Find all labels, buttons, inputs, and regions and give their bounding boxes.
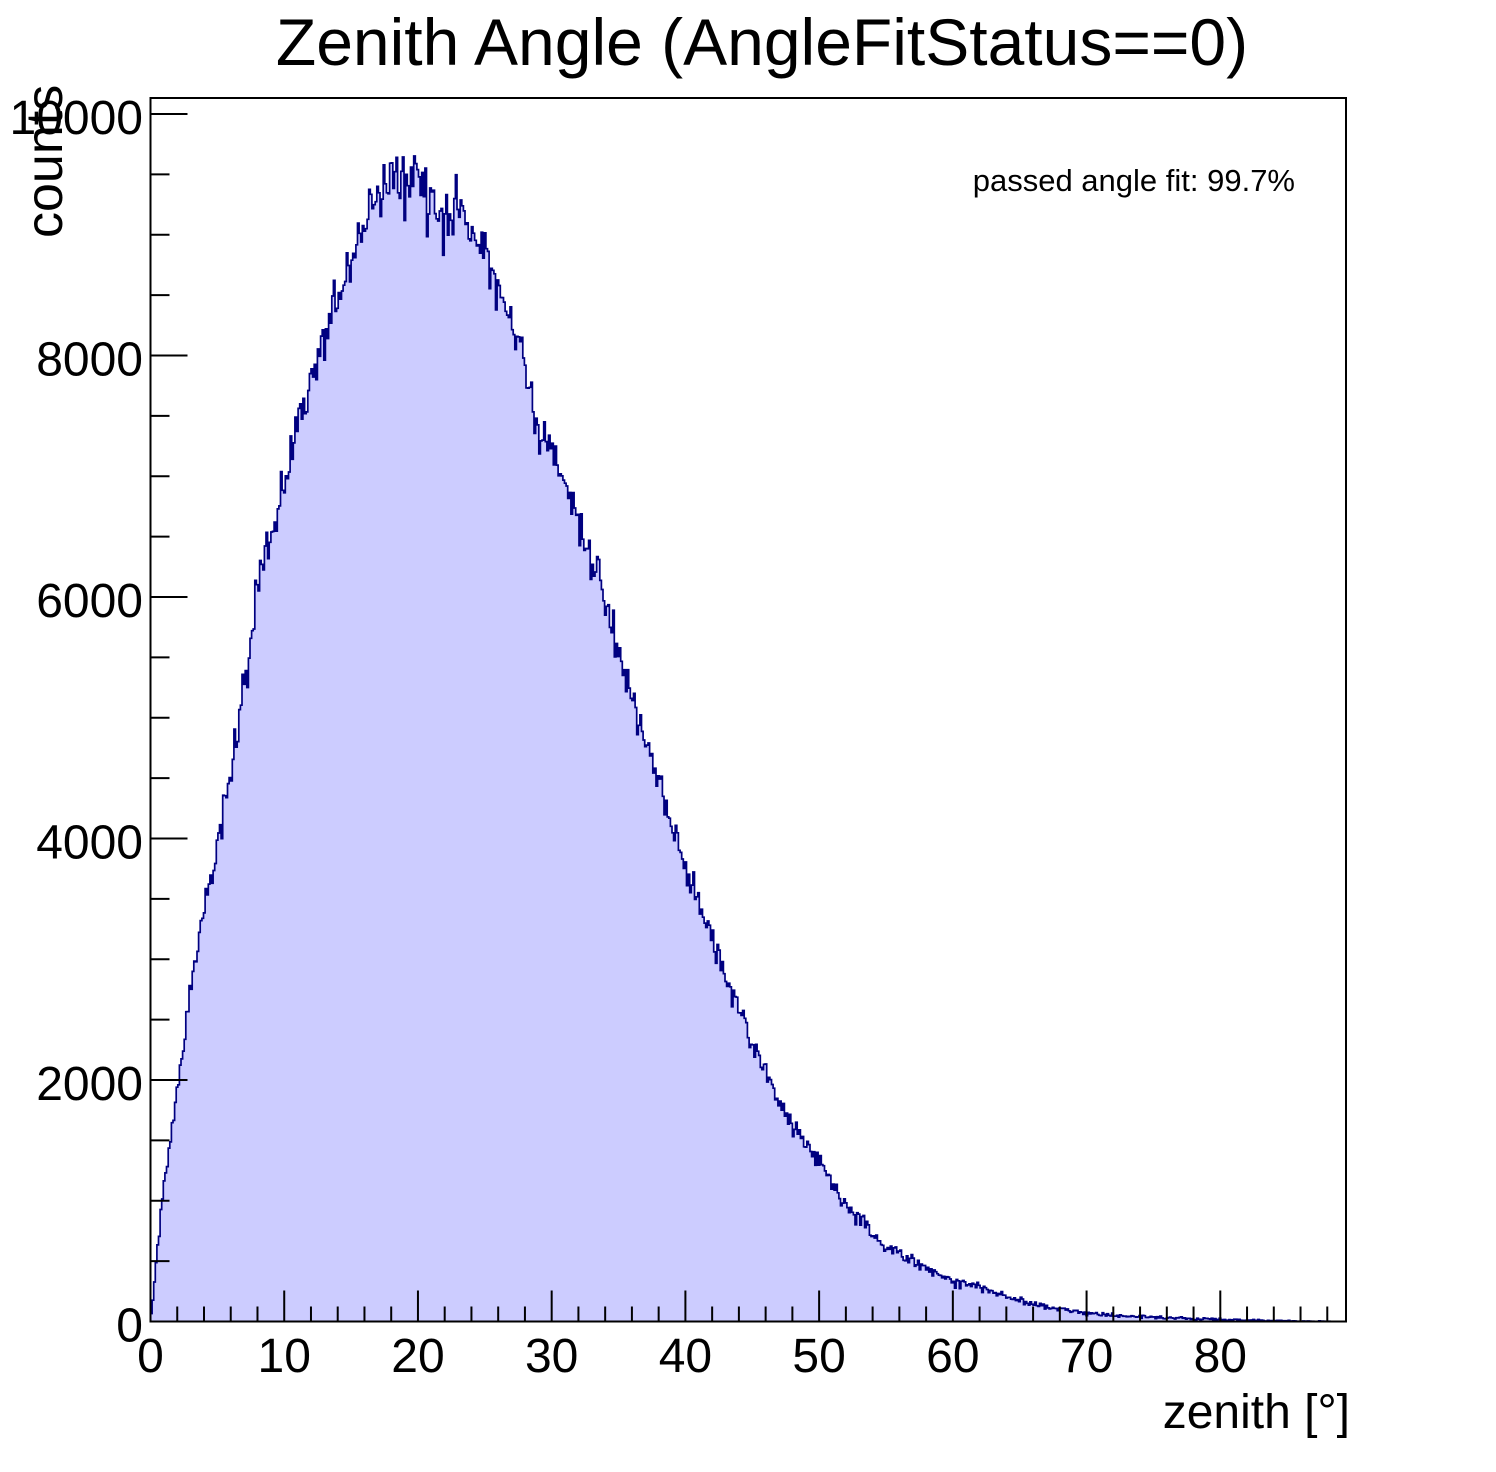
y-tick-label: 0: [116, 1300, 143, 1353]
plot-title: Zenith Angle (AngleFitStatus==0): [275, 5, 1249, 79]
x-tick-label: 10: [258, 1330, 311, 1383]
x-tick-label: 70: [1060, 1330, 1113, 1383]
histogram-layer: [149, 155, 1346, 1323]
y-tick-label: 2000: [36, 1058, 143, 1111]
plot-frame: [149, 97, 1347, 1323]
histogram-area: [149, 155, 1346, 1323]
passed-angle-fit-annotation: passed angle fit: 99.7%: [972, 163, 1295, 198]
y-axis-title: counts: [16, 85, 74, 238]
x-tick-label: 40: [659, 1330, 712, 1383]
y-tick-label: 10000: [10, 92, 143, 145]
x-tick-label: 60: [926, 1330, 979, 1383]
y-tick-label: 8000: [36, 334, 143, 387]
axes-layer: 0 10 20 30 40 50 60 70 80 0 2000 4000 6000 8000 10000: [10, 92, 1347, 1383]
x-tick-label: 20: [391, 1330, 444, 1383]
y-tick-label: 4000: [36, 817, 143, 870]
x-tick-label: 0: [137, 1330, 164, 1383]
x-tick-label: 80: [1194, 1330, 1247, 1383]
x-axis-title: zenith [°]: [1163, 1386, 1350, 1439]
x-tick-label: 30: [525, 1330, 578, 1383]
x-tick-label: 50: [792, 1330, 845, 1383]
y-tick-label: 6000: [36, 575, 143, 628]
